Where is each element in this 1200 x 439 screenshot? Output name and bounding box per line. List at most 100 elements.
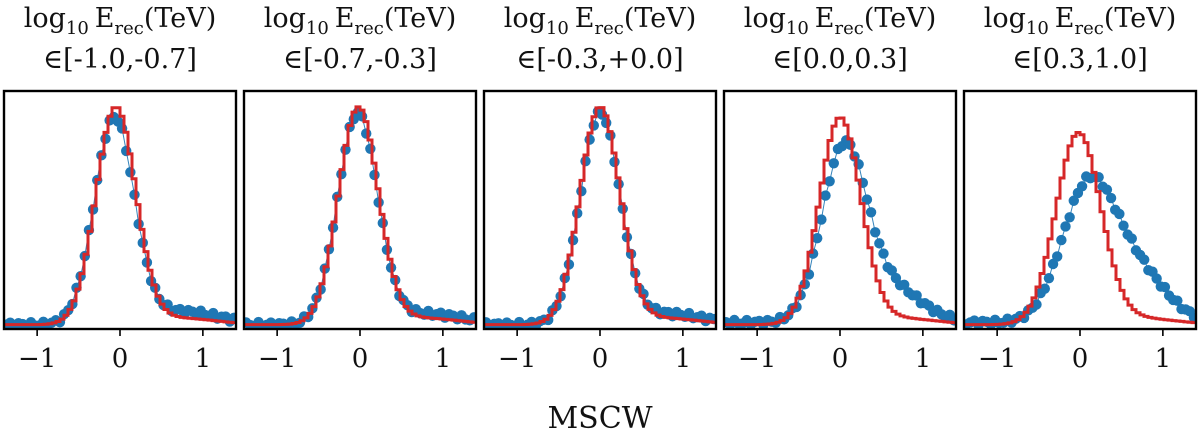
- panel-title-range: ∈[-0.7,-0.3]: [283, 44, 437, 75]
- panel-plot-area: [244, 105, 476, 329]
- panel-title-range: ∈[-1.0,-0.7]: [43, 44, 197, 75]
- panel-plot-area: [484, 106, 716, 329]
- data-point: [1114, 208, 1125, 220]
- simulation-step-histogram: [244, 105, 476, 327]
- data-point: [1039, 283, 1050, 294]
- data-point: [1188, 312, 1196, 323]
- data-point: [870, 227, 881, 238]
- data-point: [1101, 184, 1113, 195]
- panel-frame: [962, 89, 1198, 331]
- title-e: E: [335, 3, 355, 34]
- panel-2: log10 Erec(TeV) ∈[-0.7,-0.3] −1 0 1: [242, 3, 478, 374]
- x-tick-label: 0: [1072, 344, 1089, 374]
- data-point: [468, 312, 476, 323]
- data-point: [1064, 212, 1075, 223]
- title-unit: (TeV): [624, 3, 696, 34]
- panel-title-energy: log10 Erec(TeV): [24, 3, 217, 39]
- data-point: [361, 128, 372, 139]
- data-point: [588, 120, 599, 131]
- panel-3: log10 Erec(TeV) ∈[-0.3,+0.0] −1 0 1: [482, 3, 718, 374]
- data-point: [1056, 234, 1067, 246]
- x-tick-label: −1: [18, 344, 56, 374]
- data-point: [886, 265, 897, 276]
- data-point: [601, 117, 612, 129]
- panel-title-energy: log10 Erec(TeV): [744, 3, 937, 39]
- title-subscript-rec: rec: [595, 18, 624, 39]
- x-tick-label: 1: [195, 344, 212, 374]
- panel-plot-area: [724, 116, 956, 329]
- data-point: [816, 214, 827, 225]
- title-unit: (TeV): [864, 3, 936, 34]
- data-point: [1068, 195, 1079, 206]
- title-subscript-rec: rec: [835, 18, 864, 39]
- data-point: [1060, 221, 1071, 232]
- data-point: [1139, 254, 1150, 265]
- x-tick-label: 0: [112, 344, 129, 374]
- panel-title-energy: log10 Erec(TeV): [984, 3, 1177, 39]
- panel-title-energy: log10 Erec(TeV): [504, 3, 697, 39]
- data-point: [911, 290, 922, 301]
- title-e: E: [1055, 3, 1075, 34]
- data-point: [874, 238, 885, 249]
- data-point: [1151, 273, 1162, 284]
- data-point: [845, 139, 856, 150]
- title-unit: (TeV): [384, 3, 456, 34]
- title-log: log: [264, 3, 306, 34]
- x-tick-label: 1: [675, 344, 692, 374]
- panel-title-energy: log10 Erec(TeV): [264, 3, 457, 39]
- panel-plot-area: [964, 131, 1196, 329]
- data-point: [1105, 192, 1117, 204]
- x-tick-label: 0: [832, 344, 849, 374]
- data-point: [820, 190, 831, 201]
- title-log: log: [504, 3, 546, 34]
- data-series-line: [965, 175, 1195, 326]
- title-subscript-10: 10: [66, 18, 89, 39]
- x-tick-label: 0: [592, 344, 609, 374]
- panel-1: log10 Erec(TeV) ∈[-1.0,-0.7] −1 0 1: [2, 3, 238, 374]
- title-subscript-10: 10: [306, 18, 329, 39]
- x-tick-label: −1: [498, 344, 536, 374]
- title-unit: (TeV): [144, 3, 216, 34]
- data-point: [1118, 220, 1129, 231]
- data-point: [228, 312, 236, 323]
- x-tick-label: −1: [978, 344, 1016, 374]
- data-point: [865, 207, 877, 218]
- data-point: [1043, 272, 1055, 284]
- title-subscript-rec: rec: [1075, 18, 1104, 39]
- x-tick-label: −1: [258, 344, 296, 374]
- x-tick-label: 1: [1155, 344, 1172, 374]
- simulation-step-histogram: [964, 131, 1196, 327]
- panel-4: log10 Erec(TeV) ∈[0.0,0.3] −1 0 1: [722, 3, 958, 374]
- title-e: E: [575, 3, 595, 34]
- panel-frame: [242, 89, 478, 331]
- title-log: log: [744, 3, 786, 34]
- title-subscript-10: 10: [1026, 18, 1049, 39]
- x-tick-label: 1: [435, 344, 452, 374]
- panel-title-range: ∈[-0.3,+0.0]: [516, 44, 683, 75]
- data-series-line: [485, 110, 715, 328]
- data-point: [125, 167, 136, 178]
- title-unit: (TeV): [1104, 3, 1176, 34]
- data-series-line: [245, 111, 475, 328]
- simulation-step-histogram: [484, 106, 716, 327]
- data-series-line: [5, 116, 235, 328]
- data-point: [824, 176, 835, 187]
- x-tick-label: 1: [915, 344, 932, 374]
- data-point: [1052, 251, 1063, 262]
- title-subscript-10: 10: [546, 18, 569, 39]
- simulation-step-histogram: [4, 106, 236, 327]
- data-point: [1047, 258, 1059, 270]
- x-axis-label: MSCW: [547, 401, 652, 436]
- data-point: [1126, 233, 1137, 244]
- title-log: log: [24, 3, 66, 34]
- title-subscript-10: 10: [786, 18, 809, 39]
- title-subscript-rec: rec: [115, 18, 144, 39]
- x-tick-label: −1: [738, 344, 776, 374]
- panel-5: log10 Erec(TeV) ∈[0.3,1.0] −1 0 1: [962, 3, 1198, 374]
- title-log: log: [984, 3, 1026, 34]
- x-tick-label: 0: [352, 344, 369, 374]
- title-subscript-rec: rec: [355, 18, 384, 39]
- title-e: E: [815, 3, 835, 34]
- panel-title-range: ∈[0.3,1.0]: [1012, 44, 1148, 75]
